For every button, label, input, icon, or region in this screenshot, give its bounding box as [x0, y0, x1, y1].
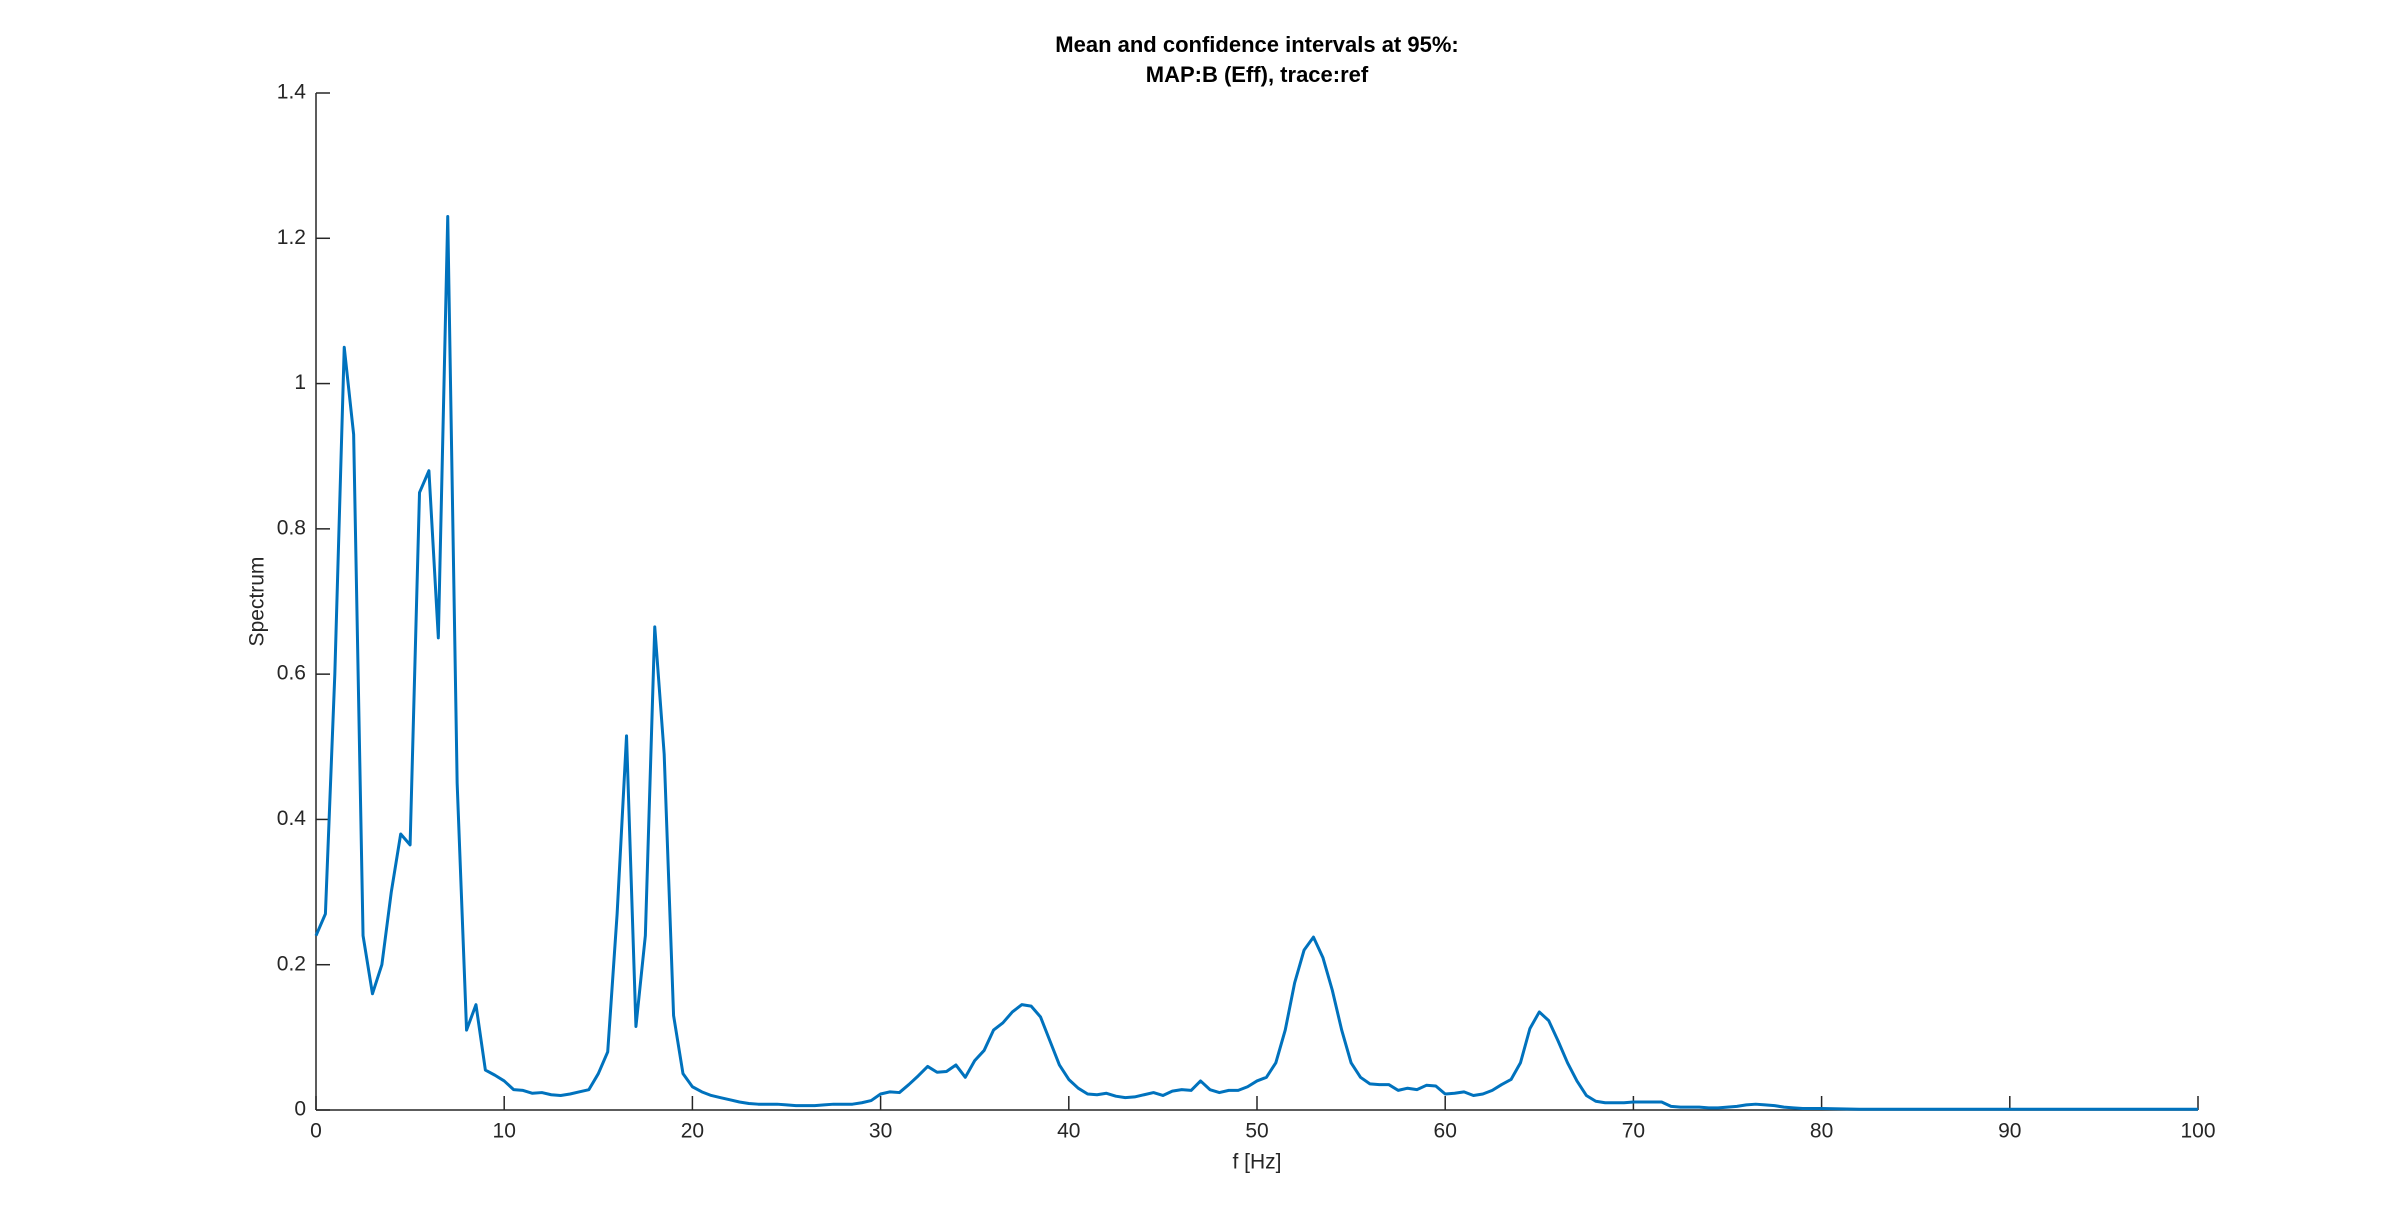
x-tick-label: 30	[869, 1120, 892, 1143]
y-tick-label: 1.2	[277, 226, 306, 249]
chart-title: MAP:B (Eff), trace:ref	[1146, 62, 1369, 87]
y-tick-label: 0.8	[277, 516, 306, 539]
data-line	[314, 214, 2198, 1111]
x-tick-label: 90	[1998, 1120, 2021, 1143]
y-tick-label: 1.4	[277, 81, 307, 104]
x-tick-label: 0	[310, 1120, 322, 1143]
x-tick-label: 20	[681, 1120, 704, 1143]
y-tick-label: 0.4	[277, 807, 307, 830]
y-tick-label: 0	[294, 1098, 306, 1121]
x-tick-label: 10	[493, 1120, 516, 1143]
x-tick-label: 50	[1245, 1120, 1268, 1143]
y-axis-label: Spectrum	[246, 557, 269, 647]
x-tick-label: 60	[1434, 1120, 1457, 1143]
x-tick-label: 40	[1057, 1120, 1080, 1143]
x-axis-label: f [Hz]	[1232, 1151, 1281, 1174]
y-tick-label: 0.6	[277, 662, 306, 685]
x-tick-label: 80	[1810, 1120, 1833, 1143]
x-tick-label: 70	[1622, 1120, 1645, 1143]
y-tick-label: 0.2	[277, 952, 306, 975]
x-tick-label: 100	[2180, 1120, 2215, 1143]
y-tick-label: 1	[294, 371, 306, 394]
chart-title: Mean and confidence intervals at 95%:	[1055, 32, 1458, 57]
